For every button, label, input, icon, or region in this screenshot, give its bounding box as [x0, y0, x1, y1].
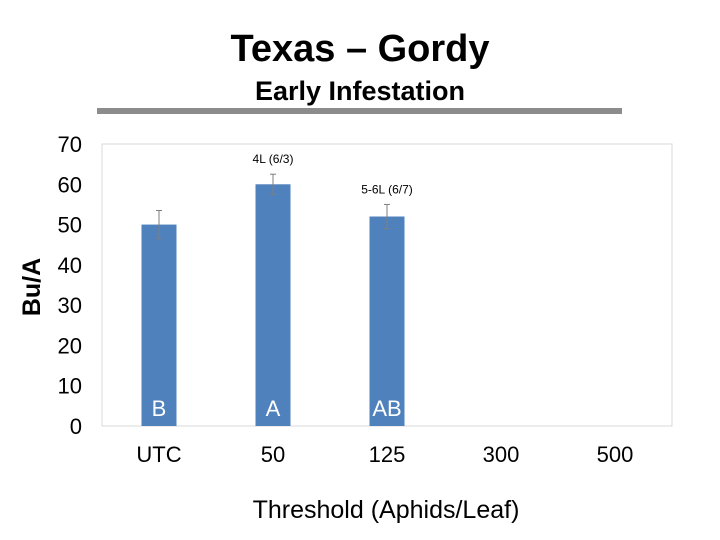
x-tick-label: 50 [261, 442, 285, 467]
bar-annotation: 5-6L (6/7) [361, 182, 413, 196]
y-tick-label: 20 [58, 333, 82, 358]
significance-letter: AB [372, 396, 401, 421]
chart-title: Texas – Gordy [230, 28, 490, 70]
y-tick-label: 10 [58, 374, 82, 399]
significance-letter: B [152, 396, 167, 421]
y-tick-label: 40 [58, 253, 82, 278]
x-tick-label: 500 [597, 442, 634, 467]
y-tick-label: 60 [58, 172, 82, 197]
y-axis-label: Bu/A [18, 258, 46, 316]
significance-letter: A [266, 396, 281, 421]
y-tick-label: 50 [58, 213, 82, 238]
x-tick-label: 300 [483, 442, 520, 467]
x-tick-label: 125 [369, 442, 406, 467]
y-tick-label: 70 [58, 132, 82, 157]
bar [255, 184, 291, 426]
x-tick-label: UTC [136, 442, 181, 467]
bar [369, 216, 405, 426]
y-tick-label: 0 [70, 414, 82, 439]
y-tick-label: 30 [58, 293, 82, 318]
x-axis-label: Threshold (Aphids/Leaf) [253, 496, 520, 524]
bar-annotation: 4L (6/3) [253, 152, 294, 166]
chart-subtitle: Early Infestation [254, 76, 466, 106]
bar [141, 224, 177, 426]
title-divider [97, 108, 622, 114]
